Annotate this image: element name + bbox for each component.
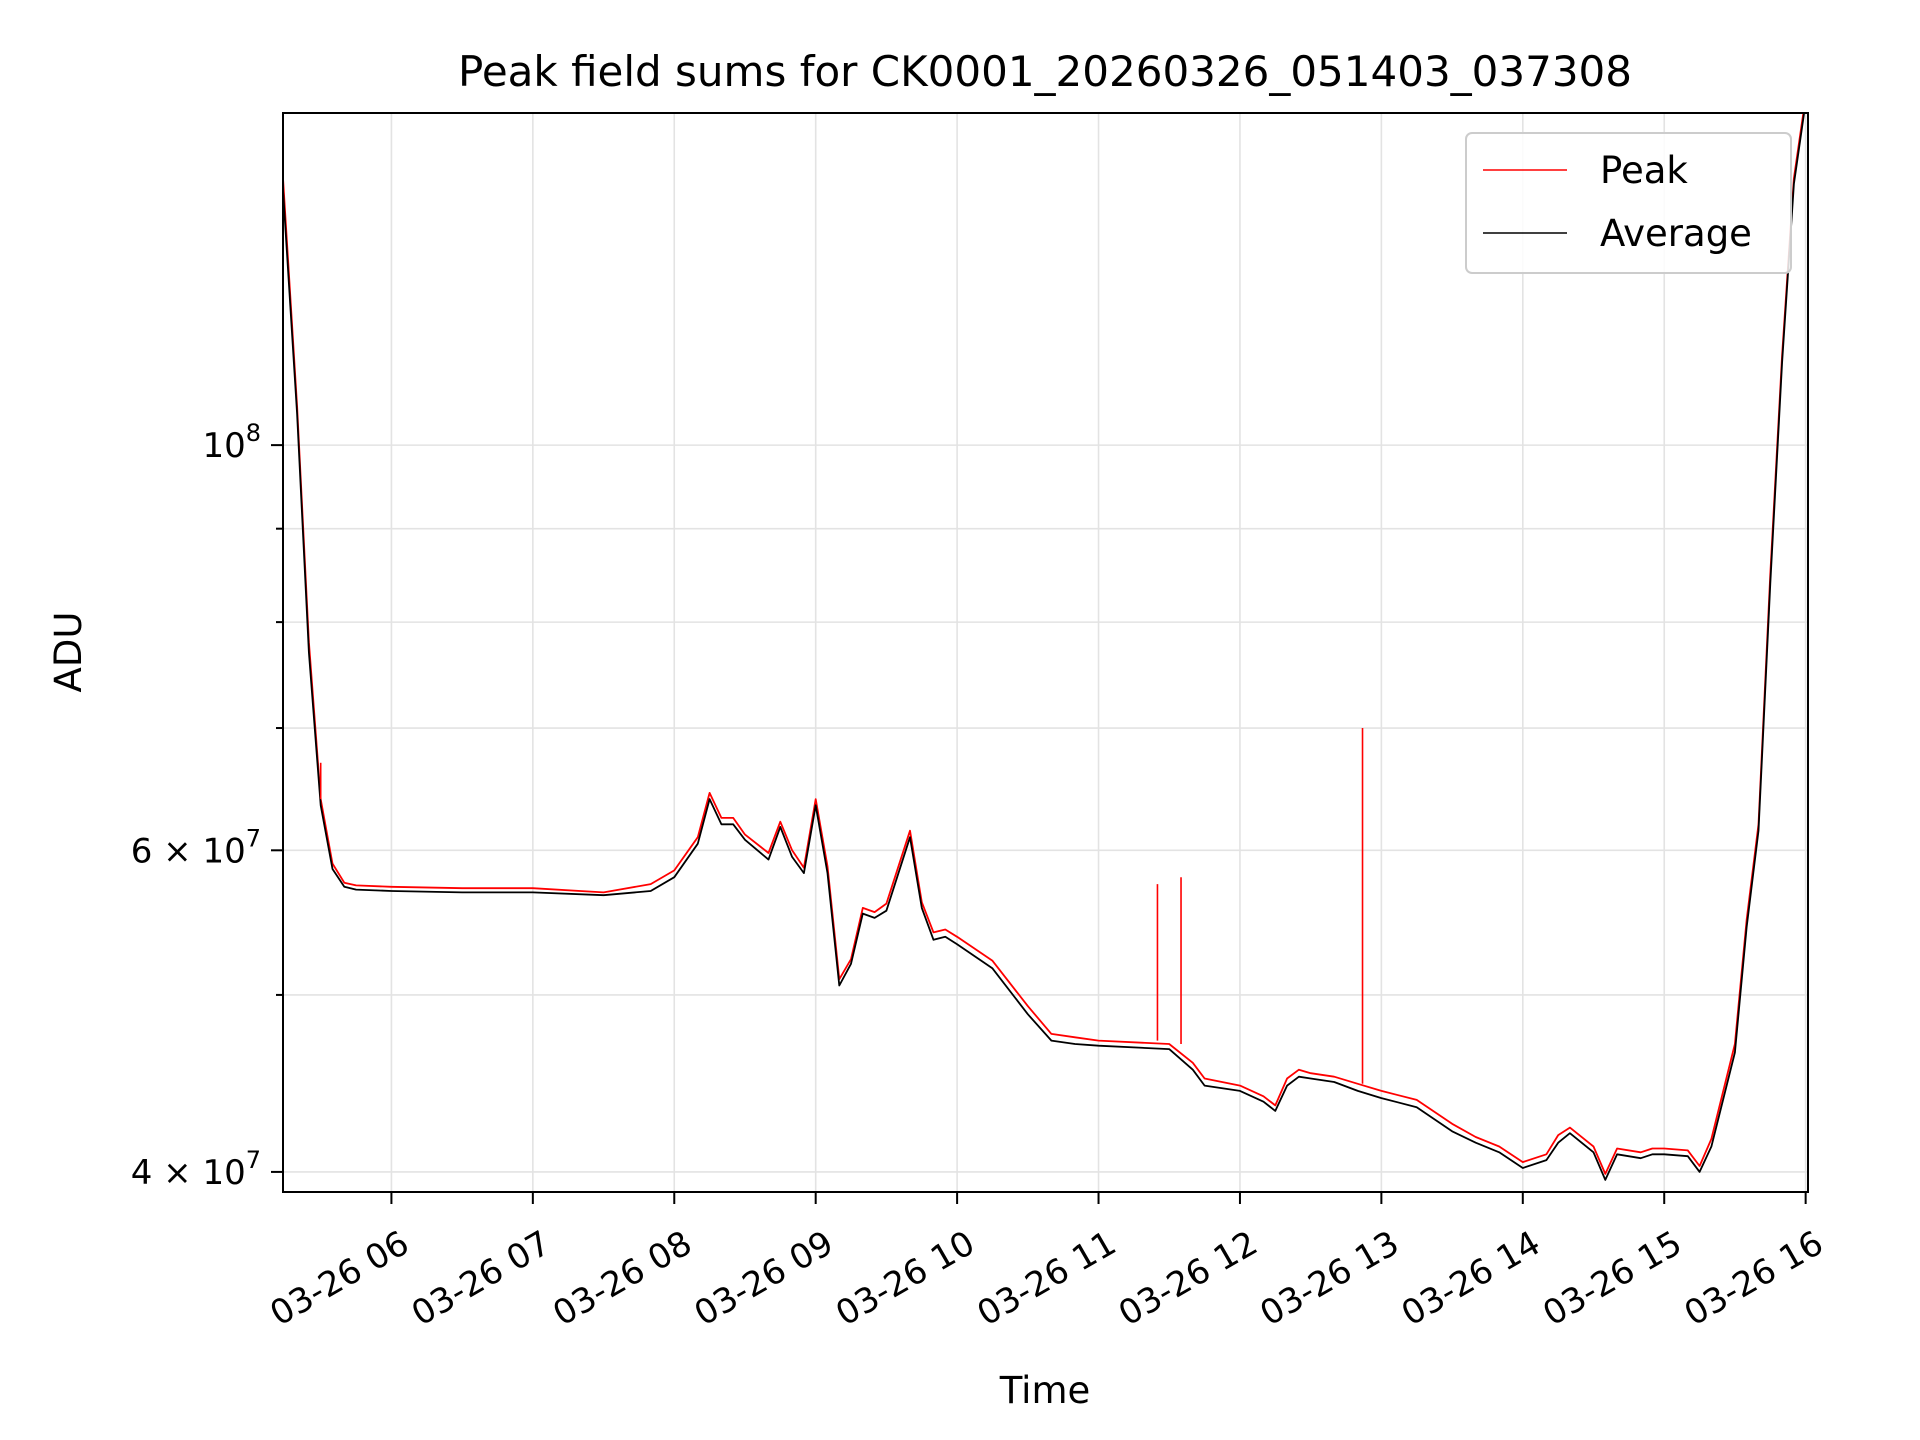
y-tick-label: 108 bbox=[202, 419, 261, 466]
x-tick-label: 03-26 11 bbox=[971, 1223, 1123, 1334]
legend-average-label: Average bbox=[1600, 212, 1752, 255]
x-tick-label: 03-26 10 bbox=[829, 1223, 981, 1334]
x-tick-label: 03-26 15 bbox=[1536, 1223, 1688, 1334]
x-tick-label: 03-26 07 bbox=[405, 1223, 557, 1334]
series-line-peak bbox=[283, 113, 1805, 1175]
legend-peak-label: Peak bbox=[1600, 149, 1688, 192]
series-line-average bbox=[283, 113, 1806, 1181]
y-tick-label: 6 × 107 bbox=[131, 824, 261, 871]
y-axis-ticks: 4 × 107 6 × 107 108 bbox=[131, 419, 283, 1193]
legend-box bbox=[1465, 132, 1792, 274]
x-tick-label: 03-26 08 bbox=[546, 1223, 698, 1334]
y-axis-label: ADU bbox=[47, 612, 90, 693]
x-tick-label: 03-26 13 bbox=[1253, 1223, 1405, 1334]
y-tick-label: 4 × 107 bbox=[131, 1146, 261, 1193]
series-layer bbox=[283, 113, 1806, 1181]
chart-title: Peak field sums for CK0001_20260326_0514… bbox=[458, 47, 1632, 96]
grid-lines bbox=[283, 113, 1808, 1192]
x-tick-label: 03-26 06 bbox=[264, 1223, 416, 1334]
x-tick-label: 03-26 12 bbox=[1112, 1223, 1264, 1334]
legend: Peak Average bbox=[1465, 132, 1792, 274]
x-tick-label: 03-26 16 bbox=[1678, 1223, 1830, 1334]
x-tick-label: 03-26 09 bbox=[688, 1223, 840, 1334]
x-tick-label: 03-26 14 bbox=[1395, 1223, 1547, 1334]
x-axis-label: Time bbox=[999, 1369, 1091, 1412]
plot-frame bbox=[282, 112, 1809, 1193]
